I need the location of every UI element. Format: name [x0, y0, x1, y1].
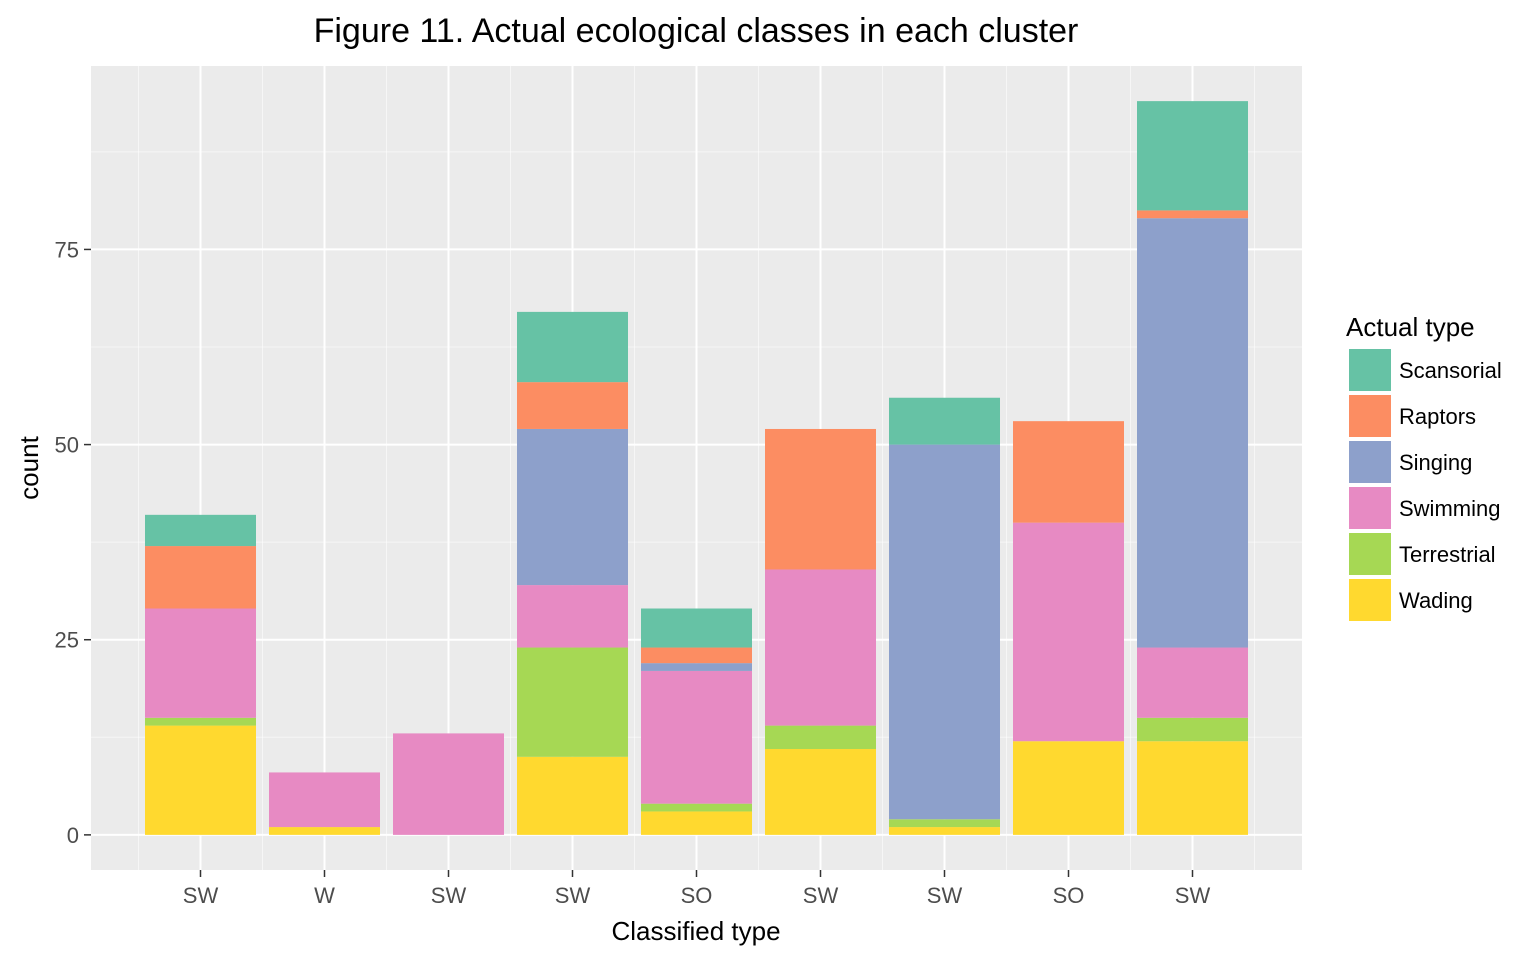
bar-segment-wading	[517, 756, 628, 835]
bar-segment-wading	[641, 811, 752, 835]
x-axis-label: Classified type	[611, 916, 780, 946]
bar-segment-swimming	[393, 733, 504, 835]
bar-segment-raptors	[641, 647, 752, 664]
legend-label-swimming: Swimming	[1399, 496, 1500, 521]
bar-segment-terrestrial	[889, 819, 1000, 828]
legend-label-scansorial: Scansorial	[1399, 358, 1502, 383]
bar-segment-singing	[889, 444, 1000, 820]
legend-key-swimming	[1349, 487, 1391, 529]
bar-segment-swimming	[517, 585, 628, 648]
bar-segment-swimming	[145, 608, 256, 718]
legend-label-raptors: Raptors	[1399, 404, 1476, 429]
bar-segment-scansorial	[517, 311, 628, 383]
x-tick-label: SW	[927, 883, 963, 908]
bar-segment-swimming	[765, 569, 876, 726]
bar-segment-singing	[517, 428, 628, 586]
bar-segment-singing	[1137, 218, 1248, 648]
bar-segment-swimming	[1137, 647, 1248, 718]
legend-key-singing	[1349, 441, 1391, 483]
chart-title: Figure 11. Actual ecological classes in …	[314, 12, 1079, 50]
bar-segment-wading	[145, 725, 256, 835]
y-tick-label: 50	[55, 433, 79, 458]
y-axis-label: count	[14, 435, 44, 499]
x-tick-label: SW	[183, 883, 219, 908]
bar-segment-wading	[269, 827, 380, 835]
x-tick-label: SW	[1175, 883, 1211, 908]
x-tick-label: W	[314, 883, 335, 908]
x-tick-label: SW	[431, 883, 467, 908]
bar-segment-terrestrial	[765, 725, 876, 750]
bar-segment-scansorial	[889, 397, 1000, 445]
legend-title: Actual type	[1346, 312, 1475, 342]
legend-label-singing: Singing	[1399, 450, 1472, 475]
bar-segment-scansorial	[145, 514, 256, 547]
bar-segment-swimming	[641, 670, 752, 804]
bar-segment-scansorial	[641, 608, 752, 648]
bar-segment-wading	[889, 827, 1000, 835]
legend-key-terrestrial	[1349, 533, 1391, 575]
bar-segment-wading	[1137, 741, 1248, 835]
bar-segment-terrestrial	[1137, 717, 1248, 742]
bar-segment-raptors	[765, 428, 876, 570]
legend-key-scansorial	[1349, 349, 1391, 391]
bar-segment-terrestrial	[517, 647, 628, 757]
bar-segment-raptors	[1013, 421, 1124, 523]
bar-segment-wading	[1013, 741, 1124, 835]
x-axis: SW W SW SW SO SW SW SO SW	[183, 870, 1211, 908]
x-tick-label: SW	[555, 883, 591, 908]
legend: Actual type Scansorial Raptors Singing Swim…	[1346, 312, 1502, 621]
bar-segment-scansorial	[1137, 101, 1248, 211]
x-tick-label: SO	[1053, 883, 1085, 908]
y-tick-label: 25	[55, 628, 79, 653]
bar-segment-wading	[765, 749, 876, 835]
bar-segment-terrestrial	[145, 717, 256, 726]
y-axis: 0 25 50 75	[55, 237, 91, 848]
bar-segment-raptors	[145, 546, 256, 609]
bar-segment-singing	[641, 663, 752, 671]
x-tick-label: SO	[681, 883, 713, 908]
bar-segment-swimming	[269, 772, 380, 828]
legend-key-raptors	[1349, 395, 1391, 437]
y-tick-label: 0	[67, 823, 79, 848]
bar-segment-raptors	[517, 382, 628, 429]
y-tick-label: 75	[55, 237, 79, 262]
bars	[145, 101, 1248, 835]
bar-segment-swimming	[1013, 522, 1124, 742]
legend-label-terrestrial: Terrestrial	[1399, 542, 1496, 567]
x-tick-label: SW	[803, 883, 839, 908]
legend-key-wading	[1349, 579, 1391, 621]
legend-label-wading: Wading	[1399, 588, 1473, 613]
bar-segment-terrestrial	[641, 803, 752, 812]
bar-segment-raptors	[1137, 210, 1248, 219]
